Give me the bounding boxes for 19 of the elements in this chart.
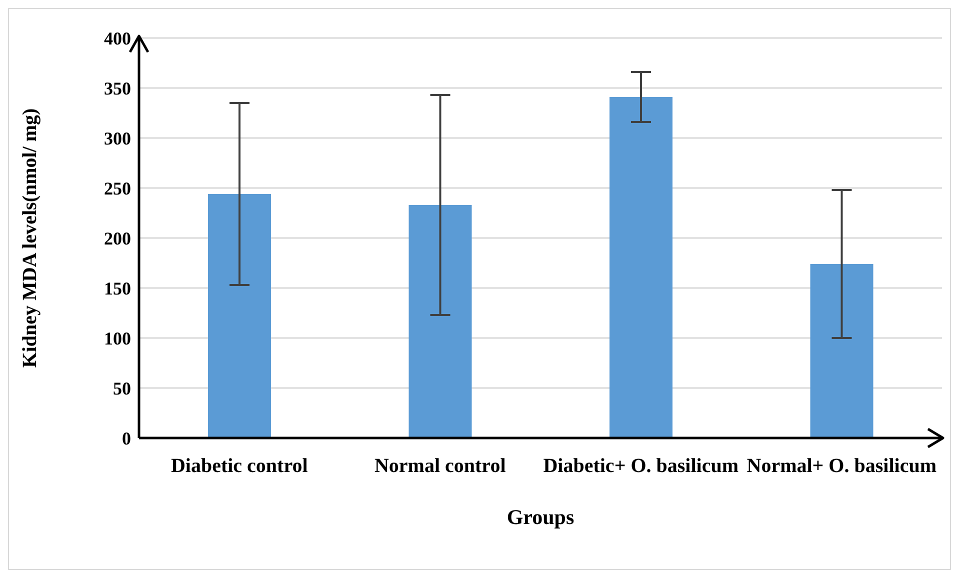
y-tick-label: 50 xyxy=(113,378,131,398)
x-tick-label: Diabetic+ O. basilicum xyxy=(543,455,739,478)
y-tick-label: 100 xyxy=(104,328,131,348)
y-tick-label: 0 xyxy=(122,428,131,448)
y-tick-label: 300 xyxy=(104,128,131,148)
bar xyxy=(610,97,672,438)
y-tick-label: 250 xyxy=(104,178,131,198)
y-tick-label: 200 xyxy=(104,228,131,248)
x-tick-label: Normal+ O. basilicum xyxy=(746,455,937,478)
bar xyxy=(810,264,874,438)
bar xyxy=(408,205,472,438)
y-tick-label: 400 xyxy=(104,28,131,48)
y-axis-title: Kidney MDA levels(nmol/ mg) xyxy=(19,108,42,368)
y-tick-label: 350 xyxy=(104,78,131,98)
x-tick-label: Diabetic control xyxy=(170,455,308,478)
x-tick-label: Normal control xyxy=(374,455,506,478)
bar xyxy=(208,194,271,438)
y-tick-label: 150 xyxy=(104,278,131,298)
x-axis-title: Groups xyxy=(506,505,574,529)
